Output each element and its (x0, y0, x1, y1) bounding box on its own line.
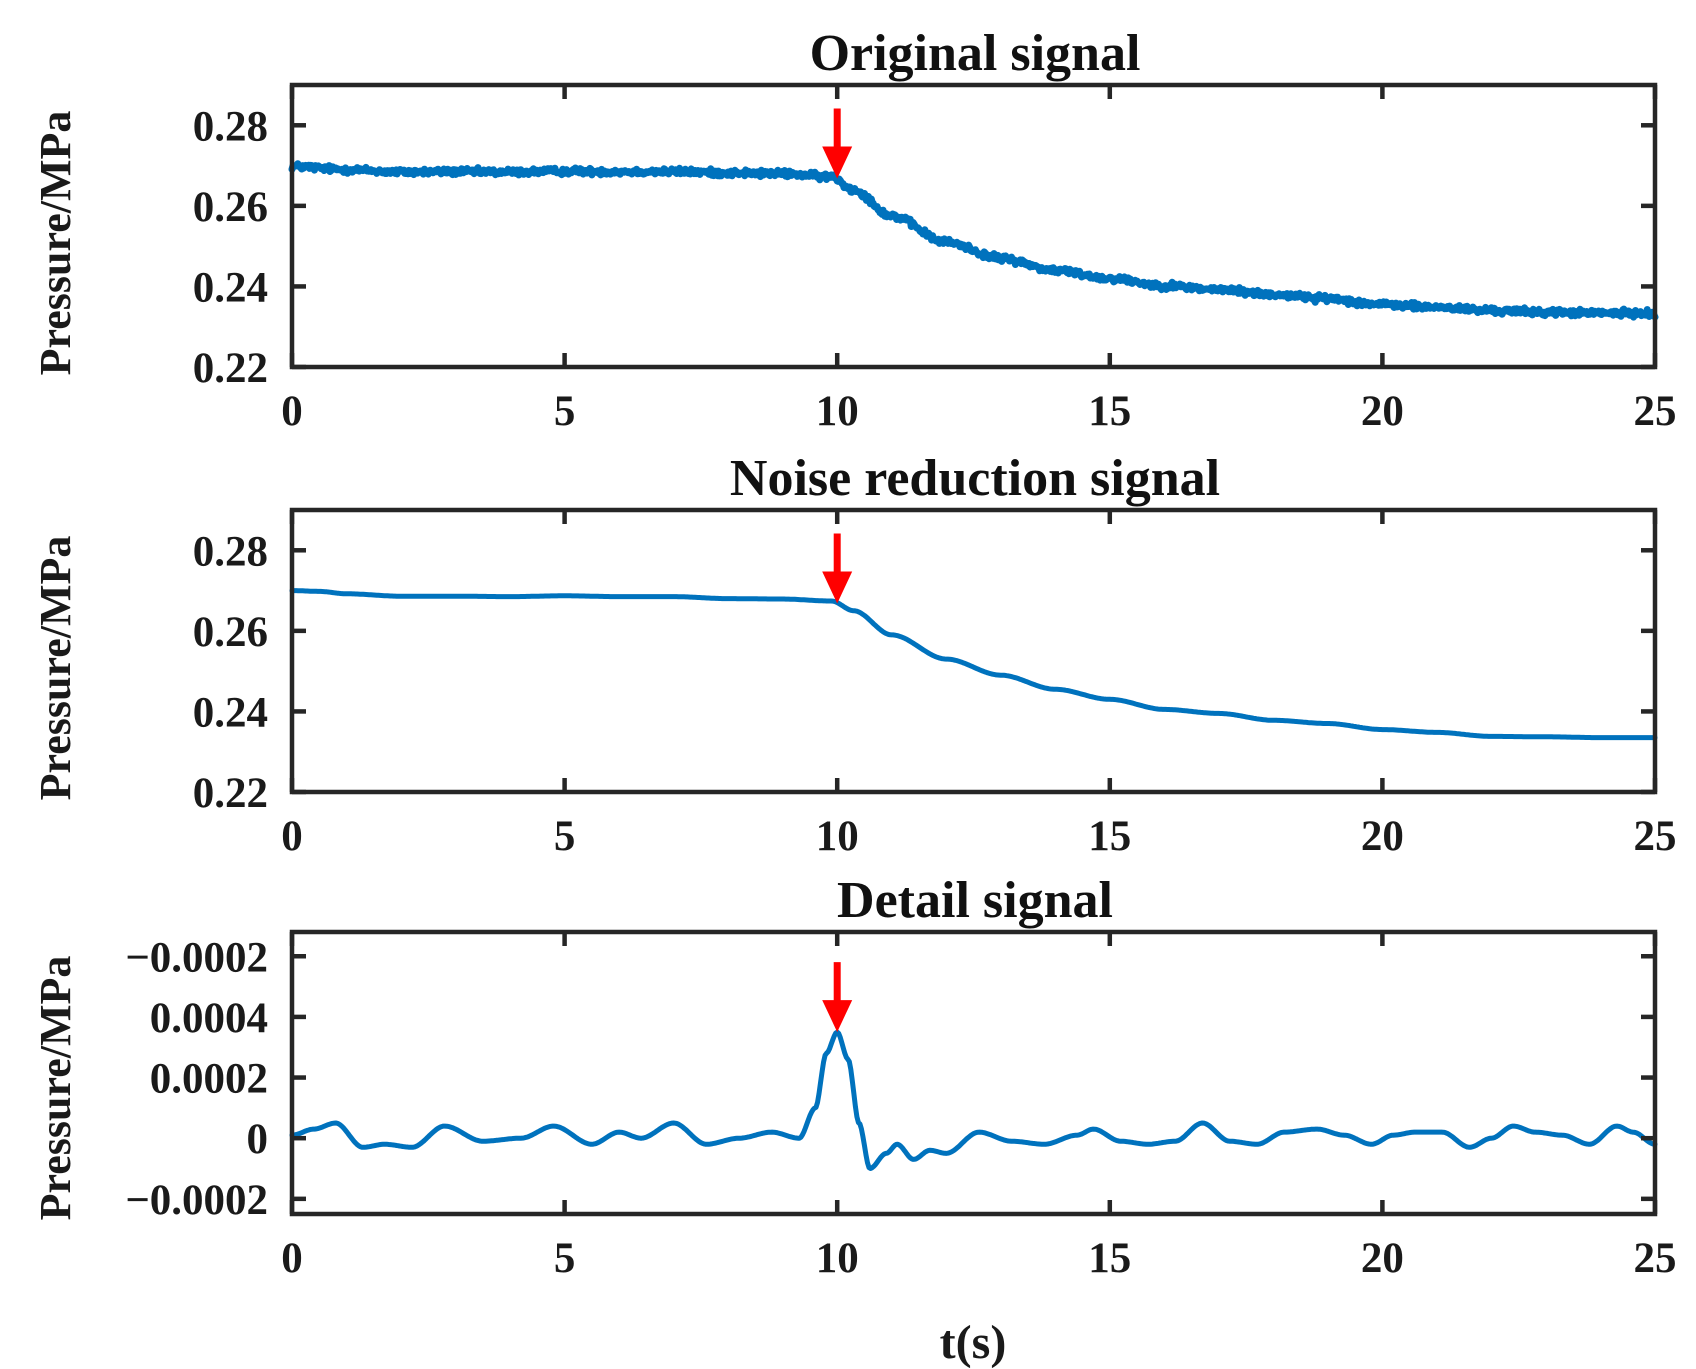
x-axis-label: t(s) (940, 1316, 1007, 1369)
plot-area (289, 533, 1658, 741)
x-tick-label: 25 (1634, 1235, 1677, 1282)
y-tick-label: 0.28 (193, 528, 268, 575)
y-tick-labels: −0.0002 0 0.0002 0.0004 −0.0002 (125, 934, 268, 1224)
axes-frame (289, 929, 1658, 1217)
y-tick-label: −0.0002 (125, 934, 268, 981)
y-axis-label: Pressure/MPa (31, 956, 80, 1221)
x-tick-marks (289, 85, 1658, 367)
plot-area (288, 108, 1659, 321)
axes-frame (289, 82, 1658, 370)
y-tick-label: 0.24 (193, 264, 268, 311)
y-tick-marks (292, 123, 1655, 370)
arrow-annotation (822, 108, 853, 179)
arrow-annotation (822, 533, 853, 604)
x-tick-label: 0 (281, 813, 303, 860)
x-tick-label: 10 (816, 388, 859, 435)
x-tick-marks (289, 510, 1658, 792)
x-tick-label: 15 (1088, 1235, 1131, 1282)
arrow-head (822, 571, 853, 604)
y-tick-label: 0.0004 (150, 995, 268, 1042)
x-tick-label: 20 (1361, 1235, 1404, 1282)
x-tick-label: 15 (1088, 388, 1131, 435)
plot-area (289, 962, 1658, 1171)
y-tick-marks (292, 954, 1655, 1202)
series-line (289, 1029, 1658, 1171)
series-line (289, 588, 1658, 741)
y-tick-labels: 0.22 0.24 0.26 0.28 (193, 103, 268, 392)
y-tick-label: 0.26 (193, 609, 268, 656)
x-tick-label: 20 (1361, 388, 1404, 435)
y-tick-label: 0.0002 (150, 1056, 268, 1103)
x-tick-label: 0 (281, 388, 303, 435)
x-tick-labels: 0 5 10 15 20 25 (281, 388, 1676, 435)
arrow-annotation (822, 962, 853, 1033)
panel-noise-reduction-signal: Noise reduction signal 0 5 10 15 20 25 0… (31, 450, 1677, 860)
chart-title: Original signal (810, 25, 1141, 82)
panel-detail-signal: Detail signal 0 5 10 15 20 25 −0.0002 0 … (31, 872, 1677, 1369)
chart-title: Detail signal (837, 872, 1113, 929)
x-tick-label: 20 (1361, 813, 1404, 860)
y-tick-label: 0 (247, 1116, 269, 1163)
x-tick-label: 15 (1088, 813, 1131, 860)
x-tick-marks (289, 932, 1658, 1214)
panel-original-signal: Original signal 0 5 10 15 20 25 0.22 0.2… (31, 25, 1677, 435)
axes-frame (289, 507, 1658, 795)
y-tick-label: 0.28 (193, 103, 268, 150)
x-tick-labels: 0 5 10 15 20 25 (281, 813, 1676, 860)
y-tick-label: −0.0002 (125, 1177, 268, 1224)
y-tick-label: 0.24 (193, 689, 268, 736)
y-tick-marks (292, 548, 1655, 795)
series-line (288, 160, 1659, 321)
arrow-head (822, 146, 853, 179)
arrow-head (822, 1000, 853, 1033)
x-tick-label: 25 (1634, 813, 1677, 860)
x-tick-label: 10 (816, 1235, 859, 1282)
y-tick-labels: 0.22 0.24 0.26 0.28 (193, 528, 268, 817)
x-tick-label: 5 (554, 813, 576, 860)
x-tick-label: 5 (554, 388, 576, 435)
y-tick-label: 0.22 (193, 770, 268, 817)
y-tick-label: 0.26 (193, 184, 268, 231)
x-tick-labels: 0 5 10 15 20 25 (281, 1235, 1676, 1282)
x-tick-label: 25 (1634, 388, 1677, 435)
x-tick-label: 0 (281, 1235, 303, 1282)
x-tick-label: 10 (816, 813, 859, 860)
y-axis-label: Pressure/MPa (31, 536, 80, 801)
x-tick-label: 5 (554, 1235, 576, 1282)
y-axis-label: Pressure/MPa (31, 111, 80, 376)
y-tick-label: 0.22 (193, 345, 268, 392)
chart-title: Noise reduction signal (730, 450, 1220, 507)
